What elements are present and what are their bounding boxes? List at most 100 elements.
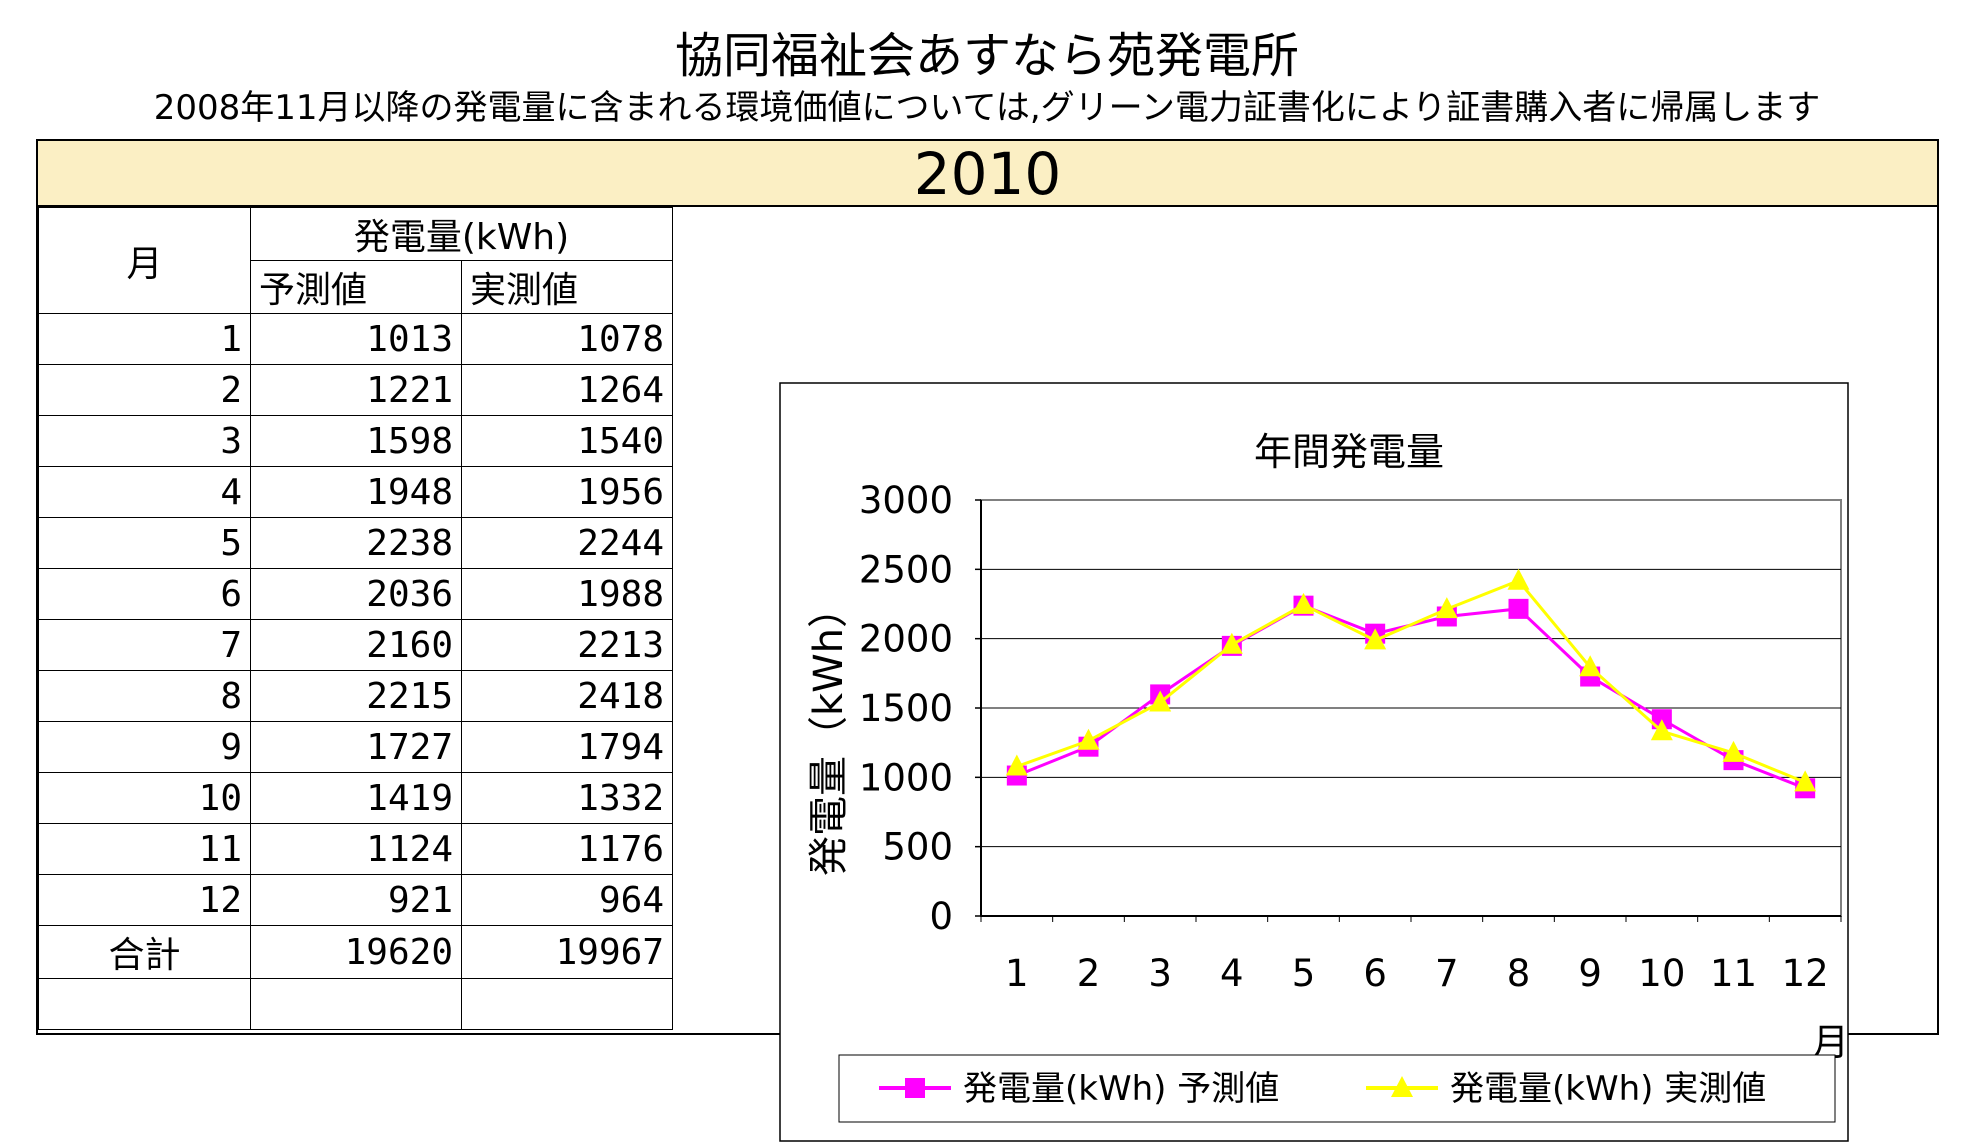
- forecast-cell: 1221: [250, 364, 462, 416]
- year-banner: 2010: [38, 141, 1937, 207]
- chart-area: 0 500 1000 1500 2000 2500 3000 1 2 3 4 5 6 7 8 9 10 11 12 年…: [779, 382, 1849, 1142]
- generation-group-header: 発電量(kWh): [250, 207, 673, 261]
- table-row: 4 1948 1956: [38, 466, 673, 518]
- y-axis-label: 発電量（kWh）: [806, 588, 852, 876]
- y-tick-label: 2000: [859, 618, 953, 661]
- month-cell: 5: [38, 517, 251, 569]
- data-point: [1292, 592, 1315, 614]
- table-row: 3 1598 1540: [38, 415, 673, 467]
- y-tick-label: 1000: [859, 756, 953, 799]
- page-subtitle: 2008年11月以降の発電量に含まれる環境価値については,グリーン電力証書化によ…: [153, 88, 1821, 128]
- forecast-cell: 921: [250, 874, 462, 926]
- series-line: [1016, 578, 1806, 784]
- data-point: [1507, 568, 1530, 590]
- forecast-cell: 1013: [250, 313, 462, 365]
- actual-cell: 964: [461, 874, 673, 926]
- x-tick-label: 6: [1363, 952, 1387, 995]
- chart-title: 年間発電量: [1254, 430, 1444, 474]
- table-row: 10 1419 1332: [38, 772, 673, 824]
- forecast-cell: 1124: [250, 823, 462, 875]
- month-cell: 6: [38, 568, 251, 620]
- x-tick-label: 1: [1005, 952, 1029, 995]
- data-point: [1220, 632, 1243, 654]
- y-tick-label: 0: [929, 895, 953, 938]
- month-cell: 3: [38, 415, 251, 467]
- actual-cell: 2213: [461, 619, 673, 671]
- total-label: 合計: [38, 925, 251, 979]
- forecast-cell: 2238: [250, 517, 462, 569]
- y-tick-label: 3000: [859, 479, 953, 522]
- page-title: 協同福祉会あすなら苑発電所: [674, 28, 1299, 84]
- y-tick-label: 1500: [859, 687, 953, 730]
- legend-label: 発電量(kWh) 実測値: [1450, 1069, 1766, 1109]
- forecast-cell: 2160: [250, 619, 462, 671]
- empty-cell: [461, 978, 673, 1030]
- legend-marker: [905, 1078, 925, 1098]
- month-cell: 8: [38, 670, 251, 722]
- month-cell: 4: [38, 466, 251, 518]
- data-point: [1794, 770, 1817, 792]
- month-cell: 10: [38, 772, 251, 824]
- empty-row: [38, 978, 673, 1030]
- actual-cell: 1264: [461, 364, 673, 416]
- x-tick-label: 7: [1435, 952, 1459, 995]
- empty-cell: [250, 978, 462, 1030]
- month-cell: 11: [38, 823, 251, 875]
- month-header: 月: [38, 207, 251, 314]
- actual-cell: 1540: [461, 415, 673, 467]
- data-point: [1650, 719, 1673, 741]
- forecast-cell: 1948: [250, 466, 462, 518]
- table-row: 1 1013 1078: [38, 313, 673, 365]
- table-row: 8 2215 2418: [38, 670, 673, 722]
- table-row: 7 2160 2213: [38, 619, 673, 671]
- forecast-cell: 1419: [250, 772, 462, 824]
- x-tick-label: 2: [1077, 952, 1101, 995]
- total-forecast: 19620: [250, 925, 462, 979]
- legend-label: 発電量(kWh) 予測値: [963, 1069, 1279, 1109]
- total-row: 合計 19620 19967: [38, 925, 673, 979]
- data-point: [1651, 709, 1672, 730]
- actual-header: 実測値: [461, 260, 673, 314]
- x-tick-label: 9: [1578, 952, 1602, 995]
- x-tick-label: 12: [1782, 952, 1829, 995]
- forecast-cell: 1727: [250, 721, 462, 773]
- data-point: [1364, 628, 1387, 650]
- month-cell: 9: [38, 721, 251, 773]
- x-tick-label: 5: [1292, 952, 1316, 995]
- generation-table: 月 発電量(kWh) 予測値 実測値 1 1013 1078 2 1221 1264 3 15…: [38, 207, 673, 1030]
- actual-cell: 1176: [461, 823, 673, 875]
- table-row: 5 2238 2244: [38, 517, 673, 569]
- month-cell: 7: [38, 619, 251, 671]
- actual-cell: 1332: [461, 772, 673, 824]
- actual-cell: 2244: [461, 517, 673, 569]
- x-tick-label: 8: [1507, 952, 1531, 995]
- total-actual: 19967: [461, 925, 673, 979]
- actual-cell: 2418: [461, 670, 673, 722]
- data-point: [1508, 598, 1529, 619]
- table-row: 6 2036 1988: [38, 568, 673, 620]
- forecast-header: 予測値: [250, 260, 462, 314]
- y-tick-label: 2500: [859, 548, 953, 591]
- forecast-cell: 2215: [250, 670, 462, 722]
- data-point: [1077, 728, 1100, 750]
- actual-cell: 1988: [461, 568, 673, 620]
- actual-cell: 1956: [461, 466, 673, 518]
- table-row: 9 1727 1794: [38, 721, 673, 773]
- x-tick-label: 3: [1148, 952, 1172, 995]
- month-cell: 1: [38, 313, 251, 365]
- report-frame: 2010 月 発電量(kWh) 予測値 実測値 1 1013 1078 2 1221 12…: [36, 139, 1939, 1142]
- x-tick-label: 4: [1220, 952, 1244, 995]
- x-tick-label: 10: [1638, 952, 1685, 995]
- data-point: [1435, 597, 1458, 619]
- table-row: 2 1221 1264: [38, 364, 673, 416]
- data-point: [1005, 754, 1028, 776]
- y-tick-label: 500: [882, 826, 953, 869]
- forecast-cell: 1598: [250, 415, 462, 467]
- month-cell: 2: [38, 364, 251, 416]
- table-row: 12 921 964: [38, 874, 673, 926]
- data-point: [1579, 655, 1602, 677]
- table-row: 11 1124 1176: [38, 823, 673, 875]
- x-tick-label: 11: [1710, 952, 1757, 995]
- forecast-cell: 2036: [250, 568, 462, 620]
- data-point: [1722, 740, 1745, 762]
